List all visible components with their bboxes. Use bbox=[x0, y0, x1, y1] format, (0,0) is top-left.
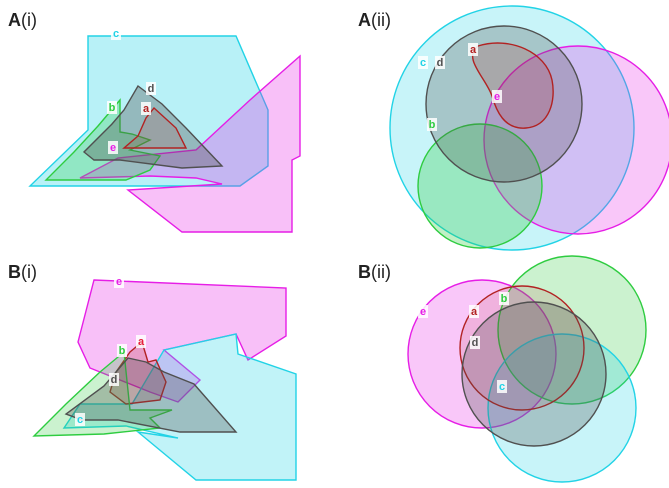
polygon-e bbox=[77, 279, 287, 403]
panel-letter: A bbox=[358, 10, 371, 30]
svg-text:e: e bbox=[494, 91, 500, 103]
panel-sub: (ii) bbox=[371, 262, 391, 282]
circle-d bbox=[461, 301, 607, 447]
set-label-d: d bbox=[435, 56, 445, 69]
set-label-d: d bbox=[470, 336, 480, 349]
polygon-d bbox=[64, 357, 238, 433]
svg-text:c: c bbox=[420, 57, 426, 69]
panel-letter: B bbox=[8, 262, 21, 282]
svg-text:c: c bbox=[113, 28, 119, 40]
svg-text:d: d bbox=[472, 337, 479, 349]
svg-text:b: b bbox=[429, 119, 436, 131]
panel-label-b-ii: B(ii) bbox=[358, 262, 391, 283]
panel-sub: (i) bbox=[21, 262, 37, 282]
svg-text:e: e bbox=[110, 142, 116, 154]
svg-text:a: a bbox=[471, 306, 478, 318]
set-label-c: c bbox=[111, 27, 121, 40]
set-label-e: e bbox=[114, 275, 124, 288]
set-label-a: a bbox=[469, 305, 479, 318]
set-label-a: a bbox=[141, 102, 151, 115]
set-label-d: d bbox=[146, 82, 156, 95]
panel-b-ii-diagram bbox=[407, 255, 647, 483]
svg-text:d: d bbox=[437, 57, 444, 69]
svg-text:d: d bbox=[111, 374, 118, 386]
set-label-b: b bbox=[107, 101, 117, 114]
svg-text:c: c bbox=[499, 381, 505, 393]
polygon-d bbox=[82, 84, 224, 169]
set-label-c: c bbox=[418, 56, 428, 69]
polygon-a bbox=[109, 340, 167, 405]
svg-text:a: a bbox=[138, 336, 145, 348]
panel-label-b-i: B(i) bbox=[8, 262, 37, 283]
svg-text:e: e bbox=[116, 276, 122, 288]
svg-text:b: b bbox=[119, 345, 126, 357]
set-label-a: a bbox=[136, 335, 146, 348]
set-label-e: e bbox=[492, 90, 502, 103]
circle-b bbox=[497, 255, 647, 405]
svg-text:a: a bbox=[470, 44, 477, 56]
svg-text:d: d bbox=[148, 83, 155, 95]
svg-text:b: b bbox=[501, 293, 508, 305]
circle-e bbox=[483, 45, 669, 235]
polygon-b bbox=[44, 98, 162, 181]
svg-text:b: b bbox=[109, 102, 116, 114]
set-label-b: b bbox=[427, 118, 437, 131]
set-label-c: c bbox=[497, 380, 507, 393]
set-label-d: d bbox=[109, 373, 119, 386]
set-label-c: c bbox=[75, 413, 85, 426]
set-label-b: b bbox=[117, 344, 127, 357]
panel-label-a-ii: A(ii) bbox=[358, 10, 391, 31]
set-label-b: b bbox=[499, 292, 509, 305]
panel-letter: B bbox=[358, 262, 371, 282]
panel-a-i-diagram bbox=[28, 35, 301, 233]
shape-a bbox=[471, 42, 554, 129]
set-label-a: a bbox=[468, 43, 478, 56]
panel-sub: (ii) bbox=[371, 10, 391, 30]
panel-letter: A bbox=[8, 10, 21, 30]
polygon-e bbox=[79, 54, 301, 233]
set-label-e: e bbox=[108, 141, 118, 154]
circle-d bbox=[425, 25, 583, 183]
panel-sub: (i) bbox=[21, 10, 37, 30]
circle-e bbox=[407, 279, 557, 429]
panel-b-i-diagram bbox=[32, 279, 297, 481]
svg-text:a: a bbox=[143, 103, 150, 115]
svg-text:c: c bbox=[77, 414, 83, 426]
svg-text:e: e bbox=[420, 306, 426, 318]
panel-label-a-i: A(i) bbox=[8, 10, 37, 31]
panel-a-ii-diagram bbox=[389, 5, 669, 251]
polygon-a bbox=[122, 106, 188, 149]
circle-b bbox=[417, 123, 543, 249]
set-label-e: e bbox=[418, 305, 428, 318]
